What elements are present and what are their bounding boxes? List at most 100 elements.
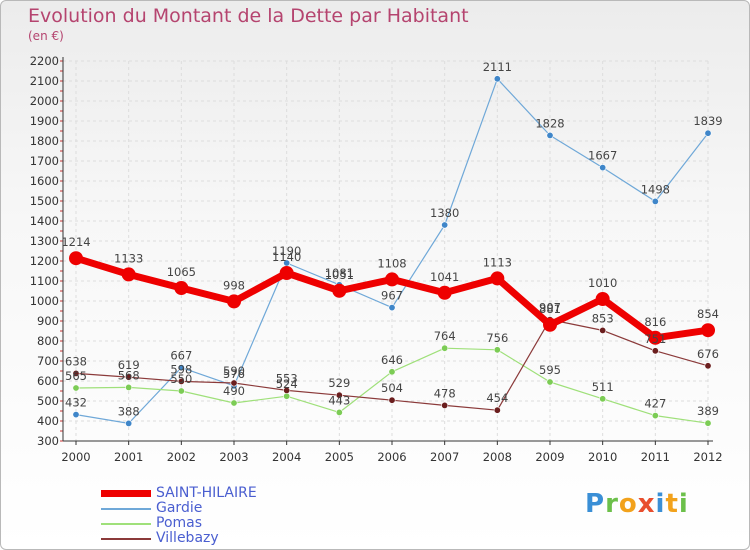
data-label-saint-hilaire: 1065 (167, 265, 196, 279)
data-point-pomas (493, 346, 501, 354)
data-label-pomas: 524 (276, 377, 298, 391)
data-label-saint-hilaire: 1113 (483, 255, 512, 269)
legend-swatch-villebazy (101, 538, 151, 540)
data-label-pomas: 550 (170, 372, 192, 386)
data-point-villebazy (388, 396, 396, 404)
y-tick-label: 1700 (30, 154, 59, 168)
data-point-saint-hilaire (595, 292, 610, 306)
data-label-villebazy: 478 (434, 386, 456, 400)
data-point-gardie (599, 164, 607, 172)
x-tick-label: 2007 (430, 450, 459, 464)
y-tick-label: 900 (37, 314, 59, 328)
data-label-saint-hilaire: 1041 (430, 270, 459, 284)
data-point-saint-hilaire (490, 271, 505, 286)
data-label-saint-hilaire: 1108 (377, 256, 406, 270)
data-point-saint-hilaire (701, 323, 715, 338)
data-label-villebazy: 590 (223, 364, 245, 378)
data-point-pomas (125, 383, 133, 391)
data-label-saint-hilaire: 881 (539, 302, 561, 316)
y-tick-label: 700 (37, 354, 59, 368)
logo-letter: P (585, 489, 606, 519)
data-label-pomas: 764 (434, 329, 456, 343)
data-label-pomas: 568 (118, 368, 140, 382)
data-label-pomas: 443 (328, 393, 350, 407)
legend-label-pomas: Pomas (156, 515, 203, 531)
data-point-villebazy (335, 391, 343, 399)
y-tick-label: 600 (37, 374, 59, 388)
data-label-gardie: 967 (381, 289, 403, 303)
data-label-villebazy: 751 (644, 332, 666, 346)
data-point-villebazy (283, 386, 291, 394)
data-label-gardie: 1667 (588, 149, 617, 163)
x-tick-label: 2010 (588, 450, 617, 464)
x-tick-label: 2003 (219, 450, 248, 464)
legend-label-gardie: Gardie (156, 500, 203, 516)
x-tick-label: 2001 (114, 450, 143, 464)
legend-swatch-gardie (101, 508, 151, 510)
legend-swatch-saint-hilaire (101, 490, 151, 497)
legend-label-villebazy: Villebazy (156, 530, 219, 546)
data-point-pomas (651, 412, 659, 420)
y-tick-label: 300 (37, 434, 59, 448)
legend-label-saint-hilaire: SAINT-HILAIRE (156, 485, 257, 501)
data-point-villebazy (599, 326, 607, 334)
data-point-saint-hilaire (385, 272, 399, 287)
data-label-pomas: 389 (697, 404, 719, 418)
data-label-villebazy: 598 (170, 362, 192, 376)
data-point-gardie (546, 131, 554, 139)
data-label-gardie: 2111 (483, 60, 512, 74)
data-label-saint-hilaire: 1140 (272, 250, 301, 264)
logo-letter: t (665, 489, 679, 519)
data-point-pomas (546, 378, 554, 386)
y-tick-label: 2100 (30, 74, 59, 88)
data-label-villebazy: 619 (118, 358, 140, 372)
data-label-gardie: 1081 (325, 266, 354, 280)
x-tick-label: 2002 (167, 450, 196, 464)
data-point-saint-hilaire (437, 285, 452, 300)
data-point-villebazy (230, 379, 238, 387)
x-tick-label: 2005 (325, 450, 354, 464)
data-point-gardie (388, 304, 396, 312)
legend-swatch-pomas (101, 523, 151, 525)
data-point-pomas (283, 392, 291, 400)
data-point-saint-hilaire (174, 281, 189, 295)
data-point-pomas (704, 419, 712, 427)
data-label-gardie: 388 (118, 404, 140, 418)
data-point-villebazy (704, 362, 712, 370)
data-point-pomas (177, 387, 185, 395)
data-label-villebazy: 454 (486, 391, 508, 405)
data-point-saint-hilaire (279, 266, 294, 280)
data-point-villebazy (125, 373, 133, 381)
y-tick-label: 500 (37, 394, 59, 408)
chart-subtitle: (en €) (28, 29, 64, 43)
data-label-pomas: 565 (65, 369, 87, 383)
data-label-villebazy: 638 (65, 354, 87, 368)
data-label-gardie: 1380 (430, 206, 459, 220)
x-tick-label: 2009 (535, 450, 564, 464)
data-label-gardie: 432 (65, 396, 87, 410)
y-tick-label: 1400 (30, 214, 59, 228)
data-label-villebazy: 504 (381, 381, 403, 395)
data-point-saint-hilaire (543, 317, 557, 332)
y-tick-label: 800 (37, 334, 59, 348)
logo-letter: i (678, 489, 689, 519)
data-label-saint-hilaire: 1214 (61, 235, 90, 249)
data-point-saint-hilaire (69, 251, 83, 266)
data-label-pomas: 756 (486, 331, 508, 345)
data-label-pomas: 595 (539, 363, 561, 377)
data-point-villebazy (493, 406, 501, 414)
data-point-pomas (230, 399, 238, 407)
data-label-pomas: 646 (381, 353, 403, 367)
series-lines (69, 75, 715, 427)
data-label-pomas: 427 (644, 397, 666, 411)
y-tick-label: 2200 (30, 54, 59, 68)
data-label-saint-hilaire: 1010 (588, 276, 617, 290)
x-tick-label: 2012 (693, 450, 722, 464)
data-point-pomas (441, 344, 449, 352)
data-point-pomas (335, 408, 343, 416)
chart-title: Evolution du Montant de la Dette par Hab… (28, 5, 469, 27)
data-point-gardie (651, 197, 659, 205)
data-point-villebazy (441, 401, 449, 409)
y-tick-label: 1800 (30, 134, 59, 148)
